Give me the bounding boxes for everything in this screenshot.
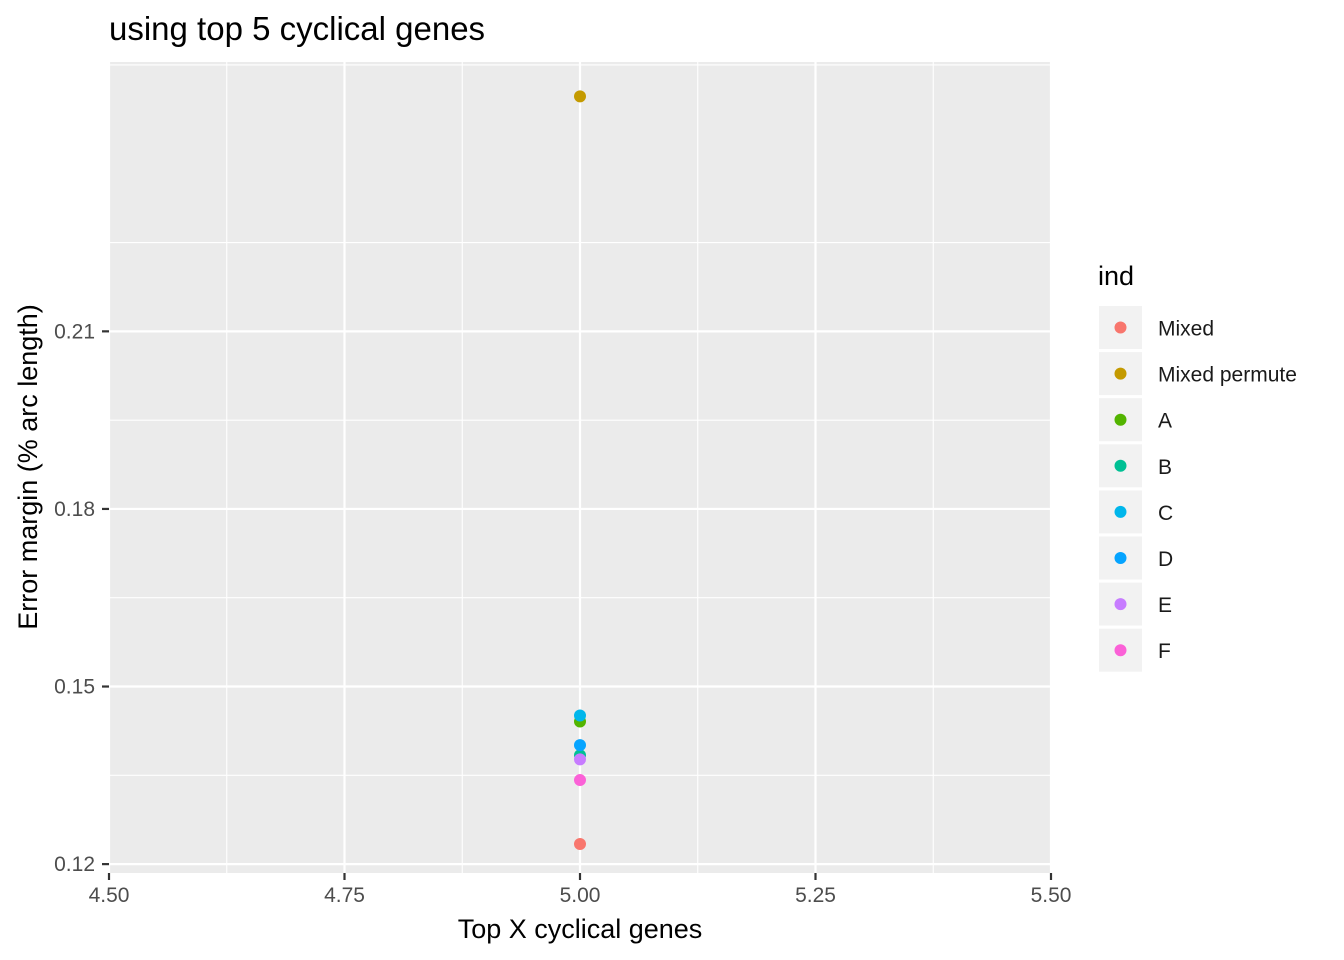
x-axis-title: Top X cyclical genes (458, 914, 703, 944)
x-tick-label: 4.75 (324, 884, 365, 907)
x-tick-label: 4.50 (89, 884, 130, 907)
legend-swatch (1114, 644, 1127, 657)
legend-swatch (1114, 505, 1127, 518)
data-point (574, 753, 586, 766)
major-gridlines (107, 62, 1053, 873)
y-tick-label: 0.12 (54, 853, 95, 876)
data-point (574, 837, 586, 850)
data-point (574, 90, 586, 103)
legend-swatch (1114, 367, 1127, 380)
data-point (574, 709, 586, 722)
chart-title: using top 5 cyclical genes (109, 10, 485, 47)
legend-label: C (1158, 502, 1173, 525)
y-tick-label: 0.18 (54, 498, 95, 521)
legend-swatch (1114, 321, 1127, 334)
legend-title: ind (1098, 261, 1134, 291)
legend-swatch (1114, 552, 1127, 564)
y-tick-label: 0.21 (54, 320, 95, 343)
y-axis: 0.12 0.15 0.18 0.21 (54, 320, 109, 876)
legend-swatch (1114, 598, 1127, 611)
data-point (574, 739, 586, 752)
x-tick-label: 5.25 (795, 884, 836, 907)
legend-swatch (1114, 459, 1127, 472)
legend-label: Mixed (1158, 318, 1214, 341)
legend-label: E (1158, 594, 1172, 617)
legend-swatch (1114, 413, 1127, 426)
legend-label: D (1158, 548, 1173, 571)
data-point (574, 774, 586, 787)
x-axis: 4.50 4.75 5.00 5.25 5.50 (89, 873, 1072, 907)
data-points (574, 90, 586, 850)
x-tick-label: 5.00 (560, 884, 601, 907)
legend-label: F (1158, 640, 1171, 663)
legend-label: A (1158, 410, 1172, 433)
y-axis-title: Error margin (% arc length) (13, 304, 43, 630)
legend-label: B (1158, 456, 1172, 479)
legend-label: Mixed permute (1158, 364, 1297, 387)
x-tick-label: 5.50 (1031, 884, 1072, 907)
y-tick-label: 0.15 (54, 676, 95, 699)
